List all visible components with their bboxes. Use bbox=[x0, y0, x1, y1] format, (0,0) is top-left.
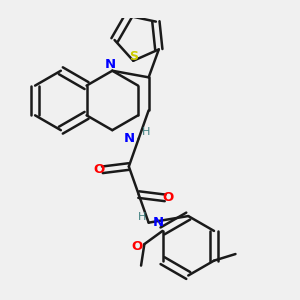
Text: H: H bbox=[142, 128, 150, 137]
Text: N: N bbox=[124, 132, 135, 145]
Text: S: S bbox=[129, 50, 138, 63]
Text: N: N bbox=[152, 216, 164, 229]
Text: N: N bbox=[105, 58, 116, 71]
Text: H: H bbox=[138, 212, 146, 222]
Text: O: O bbox=[163, 191, 174, 204]
Text: O: O bbox=[131, 240, 143, 253]
Text: O: O bbox=[94, 163, 105, 176]
